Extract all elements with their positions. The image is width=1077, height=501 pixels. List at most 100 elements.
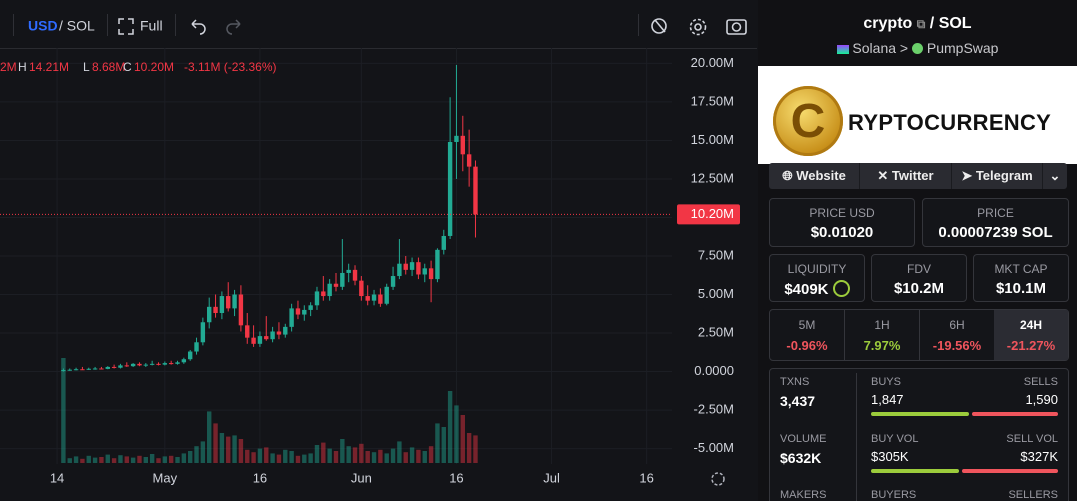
chart-background <box>0 0 757 501</box>
fdv-label: FDV <box>907 262 931 276</box>
price-usd-value: $0.01020 <box>810 224 874 241</box>
fullscreen-icon[interactable] <box>118 18 134 35</box>
pair-toggle[interactable]: / SOL <box>59 18 95 34</box>
x-tick-label: 16 <box>639 470 653 485</box>
coin-logo: C <box>773 86 843 156</box>
fullscreen-button[interactable]: Full <box>140 18 163 34</box>
last-price-label: 10.20M <box>691 206 734 221</box>
timeframe-tab[interactable]: 6H -19.56% <box>920 310 995 360</box>
candle-body <box>226 296 231 309</box>
candle-body <box>137 363 142 366</box>
coin-letter: C <box>790 95 826 148</box>
candle-body <box>86 368 91 370</box>
stats-divider <box>856 373 857 501</box>
y-tick-label: 20.00M <box>691 55 734 70</box>
candle-body <box>105 366 110 369</box>
makers-label: MAKERS <box>780 489 827 501</box>
volume-bar <box>232 435 237 463</box>
high-value: 14.21M <box>29 60 69 74</box>
sells-label: SELLS <box>1023 376 1058 388</box>
price-value: 0.00007239 SOL <box>938 224 1053 241</box>
candle-body <box>473 166 478 215</box>
high-label: H <box>18 60 27 74</box>
candle-body <box>314 291 320 306</box>
candle-body <box>118 365 123 368</box>
replay-icon[interactable] <box>651 18 667 34</box>
axis-settings-icon[interactable] <box>711 472 725 486</box>
redo-icon[interactable] <box>226 19 241 35</box>
more-links[interactable]: ⌄ <box>1049 168 1061 183</box>
candle-body <box>213 306 218 314</box>
candle-body <box>73 369 79 371</box>
token-name: crypto <box>863 15 913 32</box>
candle-body <box>219 296 225 314</box>
price-usd-label: PRICE USD <box>809 206 875 220</box>
timeframe-change: -19.56% <box>932 338 982 353</box>
sells-value: 1,590 <box>1025 392 1058 407</box>
timeframe-tab-active[interactable]: 24H -21.27% <box>994 310 1068 360</box>
y-tick-label: 7.50M <box>698 247 734 262</box>
candle-body <box>149 363 155 365</box>
toolbar-icons <box>651 18 747 36</box>
volume-bar <box>257 448 263 463</box>
volume-bar <box>460 415 465 463</box>
volume-bar <box>111 458 117 463</box>
currency-toggle[interactable]: USD <box>28 18 58 34</box>
candle-body <box>454 135 459 142</box>
volume-bar <box>371 452 377 463</box>
volume-bar <box>289 451 294 463</box>
volume-bar <box>270 453 275 463</box>
volume-bar <box>466 433 472 463</box>
timeframe-tab[interactable]: 1H 7.97% <box>845 310 920 360</box>
candle-body <box>289 308 294 327</box>
candle-body <box>371 294 377 301</box>
sells-bar <box>972 412 1058 416</box>
y-tick-label: 15.00M <box>691 132 734 147</box>
candle-body <box>200 322 206 343</box>
volume-bar <box>219 433 225 463</box>
timeframe-tab[interactable]: 5M -0.96% <box>770 310 845 360</box>
volume-bar <box>397 441 402 463</box>
volume-bar <box>143 457 149 463</box>
candle-body <box>194 342 199 352</box>
candle-body <box>409 262 415 270</box>
price-card: PRICE 0.00007239 SOL <box>922 198 1069 247</box>
price-usd-card: PRICE USD $0.01020 <box>769 198 915 247</box>
undo-icon[interactable] <box>191 19 206 35</box>
volume-bar <box>321 442 326 463</box>
timeframe-label: 5M <box>798 318 816 332</box>
volume-bar <box>162 456 168 463</box>
candle-body <box>232 294 237 309</box>
buyers-label: BUYERS <box>871 489 917 501</box>
screenshot-icon-lens <box>731 22 742 32</box>
volume-bar <box>295 455 301 463</box>
website-link[interactable]: 🌐︎ Website <box>769 163 860 189</box>
volume-bar <box>86 455 91 463</box>
settings-icon[interactable] <box>689 18 707 36</box>
volume-bar <box>213 423 218 463</box>
low-value: 8.68M <box>92 60 125 74</box>
telegram-link[interactable]: ➤ Telegram <box>952 163 1043 189</box>
volume-bar <box>422 451 427 463</box>
volume-bar <box>105 454 110 463</box>
telegram-label: Telegram <box>975 168 1033 183</box>
dex-name[interactable]: PumpSwap <box>926 40 999 56</box>
candle-body <box>162 363 168 365</box>
copy-icon[interactable]: ⧉ <box>916 17 926 31</box>
y-tick-label: -2.50M <box>694 402 734 417</box>
candle-body <box>264 336 269 340</box>
twitter-link[interactable]: ✕ Twitter <box>860 163 952 189</box>
volume-bar <box>73 456 79 463</box>
last-price-box <box>677 204 740 225</box>
volume-value: $632K <box>780 450 822 466</box>
fdv-card: FDV $10.2M <box>871 254 967 302</box>
screenshot-icon[interactable] <box>726 19 747 35</box>
candle-body <box>181 359 187 363</box>
volume-bar <box>207 411 212 463</box>
route-separator: > <box>899 40 909 56</box>
volume-bar <box>378 449 383 463</box>
candle-body <box>124 365 129 367</box>
chain-name[interactable]: Solana <box>852 40 897 56</box>
y-tick-label: 2.50M <box>698 324 734 339</box>
txns-label: TXNS <box>780 376 810 388</box>
